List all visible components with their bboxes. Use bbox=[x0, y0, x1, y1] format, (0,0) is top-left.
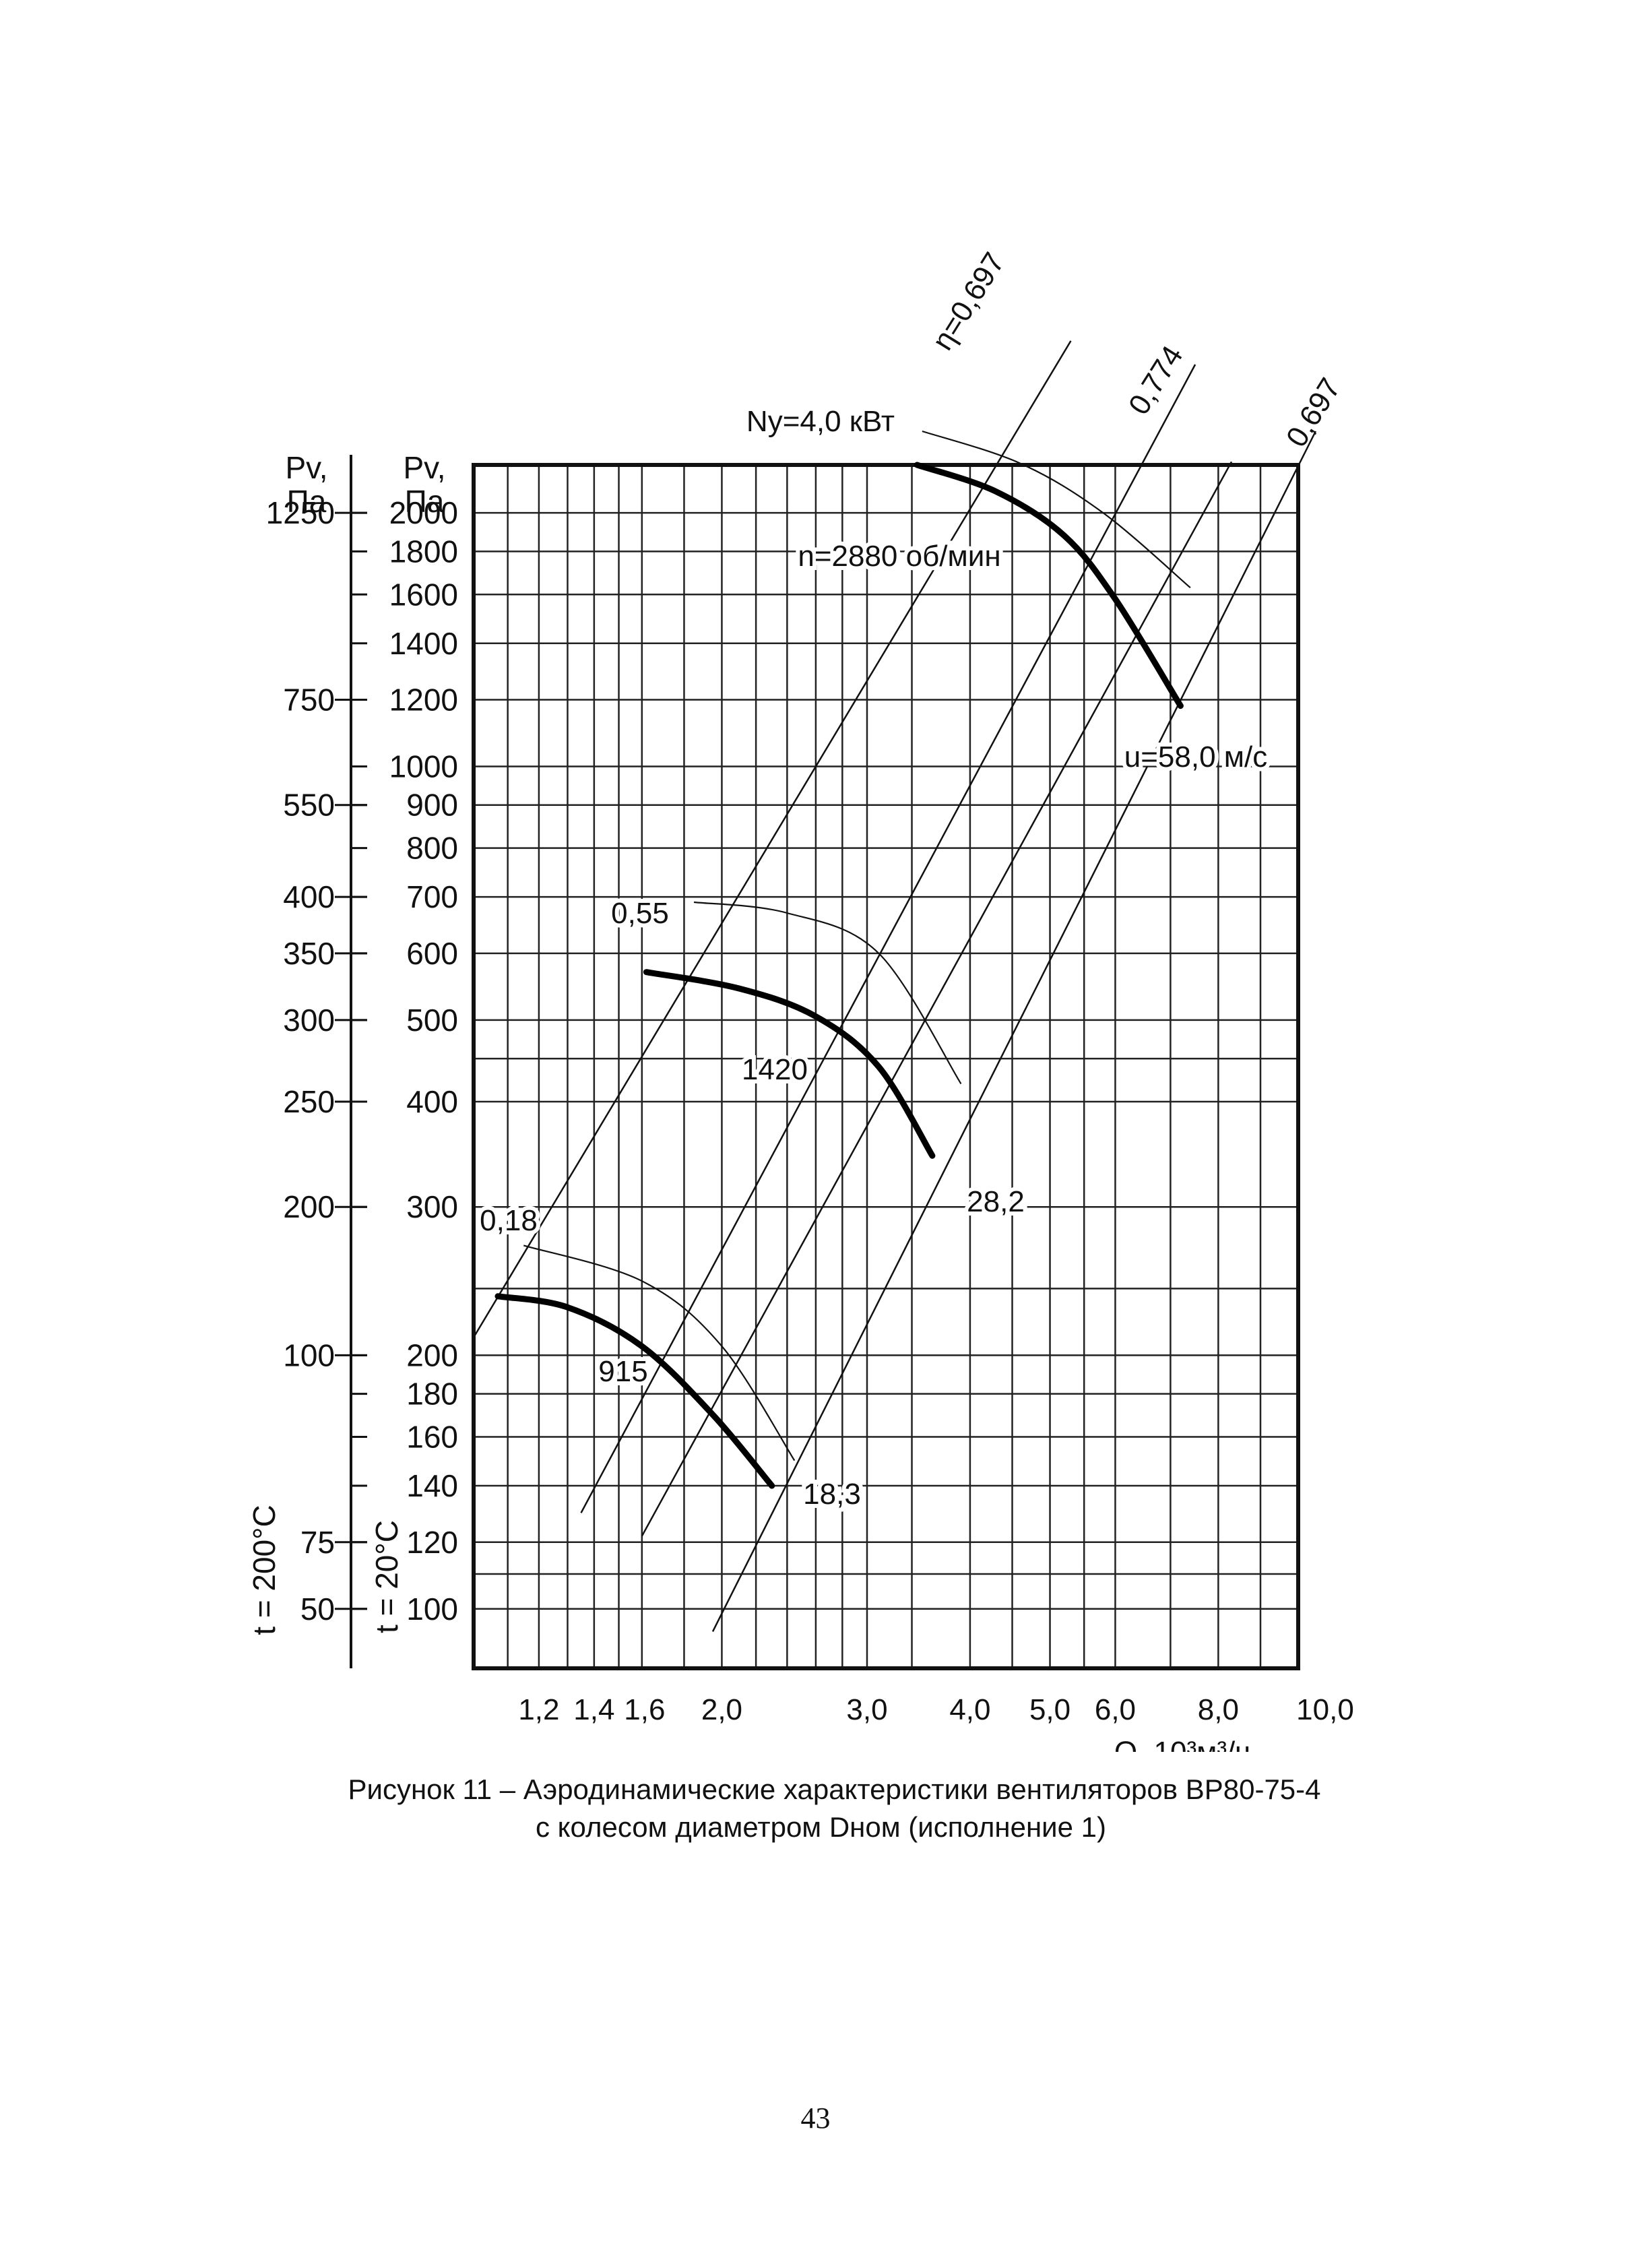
x-tick-label-9: 10,0 bbox=[1296, 1693, 1354, 1726]
x-tick-label-8: 8,0 bbox=[1198, 1693, 1239, 1726]
y20-tick-label-3: 160 bbox=[406, 1420, 458, 1455]
curve-annotation-5: 18,3 bbox=[803, 1478, 861, 1511]
y-axis-20c: 100 120 140 160 180 200 300 400 500 600 700 800 900 1… bbox=[350, 450, 458, 1668]
x-tick-label-5: 4,0 bbox=[949, 1693, 990, 1726]
curve-0 bbox=[914, 462, 1184, 710]
curve-annotation-4: 0,18 bbox=[480, 1204, 538, 1237]
grid-lines bbox=[474, 465, 1298, 1668]
annotations: n=2880 об/мин 1420 915 Ny=4,0 кВт u=58,0 м/с… bbox=[476, 247, 1347, 1515]
curve-annotation-0: Ny=4,0 кВт bbox=[746, 405, 895, 438]
y20-tick-label-7: 400 bbox=[406, 1084, 458, 1119]
x-axis: 1,2 1,4 1,6 2,0 3,0 4,0 5,0 6,0 8,0 10,0 Q, 10³м³/… bbox=[518, 1693, 1353, 1752]
y200-tick-label-1: 75 bbox=[300, 1525, 335, 1560]
y20-tick-label-18: 2000 bbox=[389, 495, 458, 530]
power-line-0 bbox=[922, 430, 1191, 589]
curve-annotation-3: 28,2 bbox=[967, 1185, 1025, 1218]
curve-1 bbox=[643, 969, 936, 1159]
series-label-2: 915 bbox=[598, 1355, 647, 1388]
efficiency-label-1: 0,774 bbox=[1122, 340, 1190, 420]
y20-header-line2: Па bbox=[405, 484, 445, 519]
y200-header-line1: Pv, bbox=[285, 450, 327, 485]
y200-tick-label-8: 550 bbox=[283, 788, 335, 823]
efficiency-line-1 bbox=[580, 364, 1196, 1513]
y200-tick-label-5: 300 bbox=[283, 1003, 335, 1038]
y20-temperature-label: t = 20°C bbox=[369, 1520, 404, 1633]
y200-temperature-label: t = 200°C bbox=[247, 1505, 282, 1635]
power-line-2 bbox=[523, 1245, 796, 1461]
y20-tick-label-11: 800 bbox=[406, 831, 458, 866]
x-tick-label-3: 2,0 bbox=[701, 1693, 742, 1726]
y200-tick-label-0: 50 bbox=[300, 1592, 335, 1627]
curve-annotation-1: u=58,0 м/с bbox=[1124, 741, 1268, 774]
y20-header-line1: Pv, bbox=[403, 450, 445, 485]
y20-tick-label-14: 1200 bbox=[389, 683, 458, 718]
y20-tick-label-17: 1800 bbox=[389, 534, 458, 569]
power-lines bbox=[523, 430, 1191, 1461]
x-tick-label-6: 5,0 bbox=[1029, 1693, 1070, 1726]
y20-tick-label-5: 200 bbox=[406, 1337, 458, 1373]
y200-tick-label-2: 100 bbox=[283, 1337, 335, 1373]
efficiency-label-0: η=0,697 bbox=[926, 247, 1011, 356]
y20-tick-label-13: 1000 bbox=[389, 749, 458, 784]
performance-curves bbox=[494, 462, 1184, 1489]
x-tick-label-0: 1,2 bbox=[518, 1693, 559, 1726]
figure-caption-line1: Рисунок 11 – Аэродинамические характерис… bbox=[348, 1773, 1321, 1805]
y20-tick-label-16: 1600 bbox=[389, 577, 458, 612]
efficiency-label-2: 0,697 bbox=[1280, 373, 1347, 453]
page-number: 43 bbox=[800, 2102, 831, 2135]
x-tick-label-2: 1,6 bbox=[624, 1693, 665, 1726]
curve-annotation-2: 0,55 bbox=[611, 897, 669, 930]
power-line-1 bbox=[693, 901, 962, 1085]
x-tick-label-1: 1,4 bbox=[573, 1693, 614, 1726]
y200-tick-label-6: 350 bbox=[283, 936, 335, 971]
efficiency-line-3 bbox=[641, 461, 1233, 1537]
series-label-1: 1420 bbox=[742, 1053, 808, 1086]
x-tick-label-7: 6,0 bbox=[1095, 1693, 1136, 1726]
y200-header-line2: Па bbox=[287, 484, 327, 519]
efficiency-line-2 bbox=[711, 431, 1317, 1632]
x-axis-title: Q, 10³м³/ч bbox=[1114, 1736, 1250, 1752]
y200-tick-label-3: 200 bbox=[283, 1189, 335, 1224]
y200-tick-label-7: 400 bbox=[283, 879, 335, 914]
y20-tick-label-8: 500 bbox=[406, 1003, 458, 1038]
y200-tick-label-4: 250 bbox=[283, 1084, 335, 1119]
y-axis-200c: 50 75 100 200 250 300 350 400 550 750 1250 Pv,Па t =… bbox=[247, 450, 367, 1668]
y20-tick-label-1: 120 bbox=[406, 1525, 458, 1560]
efficiency-line-0 bbox=[472, 340, 1072, 1338]
y200-tick-label-10: 1250 bbox=[266, 495, 335, 530]
series-label-0: n=2880 об/мин bbox=[798, 540, 1000, 573]
y20-tick-label-0: 100 bbox=[406, 1592, 458, 1627]
y20-tick-label-2: 140 bbox=[406, 1468, 458, 1503]
y20-tick-label-12: 900 bbox=[406, 788, 458, 823]
y20-tick-label-6: 300 bbox=[406, 1189, 458, 1224]
curve-2 bbox=[494, 1293, 775, 1489]
fan-characteristic-chart: 1,2 1,4 1,6 2,0 3,0 4,0 5,0 6,0 8,0 10,0 Q, 10³м³/… bbox=[247, 247, 1354, 1752]
x-tick-label-4: 3,0 bbox=[846, 1693, 887, 1726]
efficiency-lines bbox=[472, 340, 1317, 1632]
y20-tick-label-10: 700 bbox=[406, 879, 458, 914]
y20-tick-label-9: 600 bbox=[406, 936, 458, 971]
y200-tick-label-9: 750 bbox=[283, 683, 335, 718]
y20-tick-label-15: 1400 bbox=[389, 626, 458, 661]
figure-caption-line2: с колесом диаметром Dном (исполнение 1) bbox=[536, 1811, 1106, 1843]
plot-frame bbox=[472, 463, 1300, 1670]
y20-tick-label-4: 180 bbox=[406, 1377, 458, 1412]
